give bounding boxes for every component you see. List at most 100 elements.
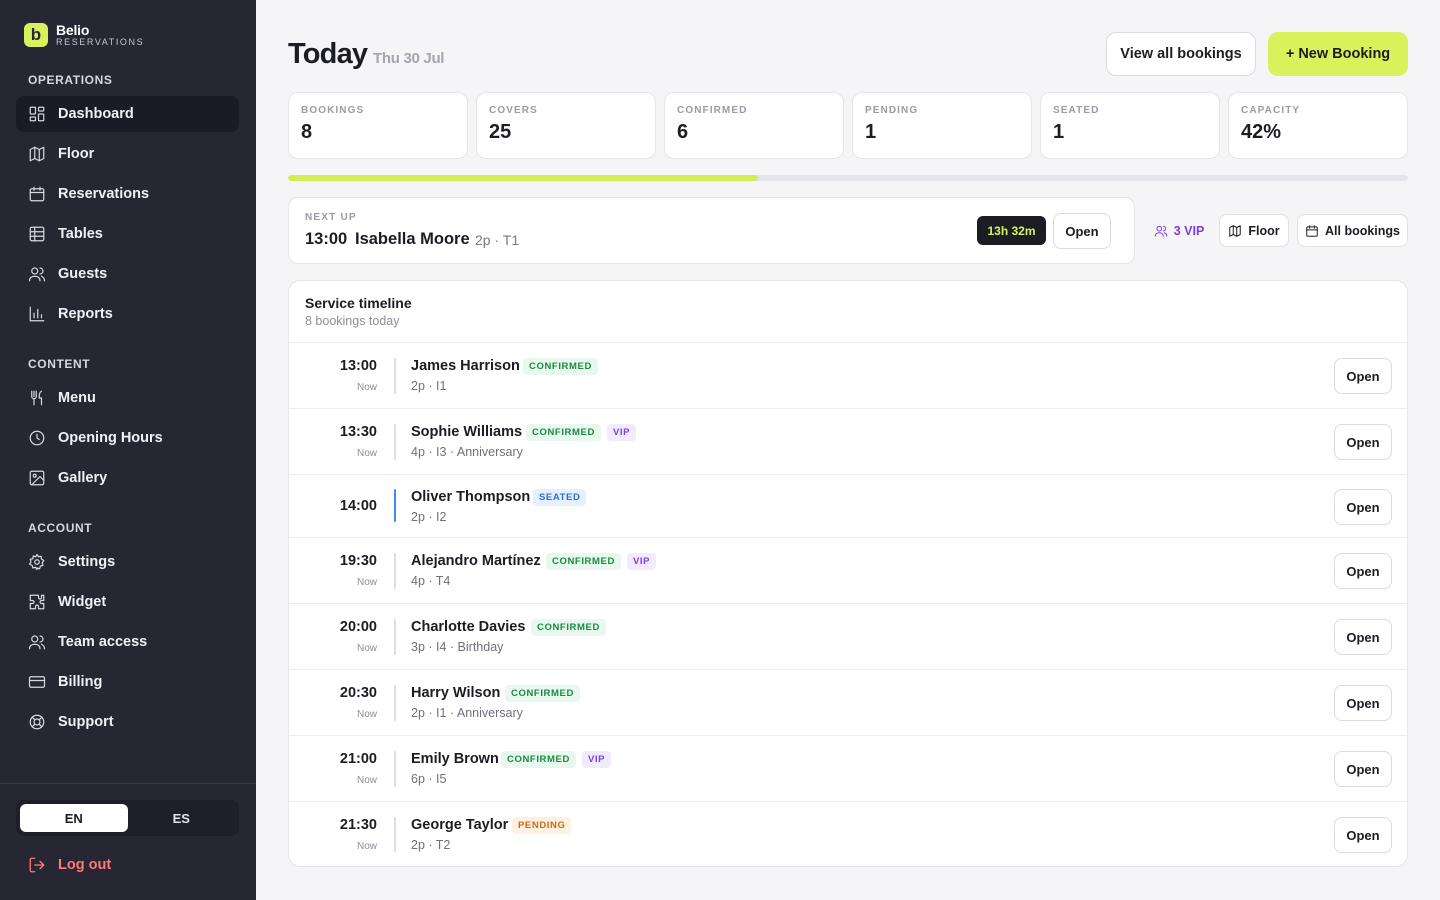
- booking-open-button[interactable]: Open: [1334, 817, 1392, 853]
- timeline-marker: [394, 358, 396, 394]
- floor-link-chip[interactable]: Floor: [1219, 214, 1289, 247]
- sidebar-item-label: Support: [58, 714, 114, 730]
- next-up-time: 13:00: [305, 230, 348, 248]
- booking-meta: 2p · I1: [411, 379, 447, 393]
- sidebar-divider: [0, 783, 256, 784]
- booking-row[interactable]: 21:00 Now Emily Brown CONFIRMED VIP 6p · I5 Op…: [289, 736, 1407, 802]
- status-badge: CONFIRMED: [546, 553, 621, 570]
- new-booking-button[interactable]: + New Booking: [1268, 32, 1408, 76]
- status-badge: CONFIRMED: [523, 358, 598, 375]
- status-badge: CONFIRMED: [531, 619, 606, 636]
- sidebar-item-support[interactable]: Support: [16, 704, 239, 740]
- booking-guest-name[interactable]: Emily Brown: [411, 751, 499, 767]
- stat-card-confirmed: CONFIRMED 6: [664, 92, 844, 159]
- puzzle-icon: [28, 593, 46, 611]
- sidebar-item-settings[interactable]: Settings: [16, 544, 239, 580]
- map-icon: [28, 145, 46, 163]
- booking-meta: 4p · I3 · Anniversary: [411, 445, 523, 459]
- booking-guest-name[interactable]: Harry Wilson: [411, 685, 501, 701]
- booking-time: 19:30: [339, 553, 377, 569]
- sidebar-item-label: Floor: [58, 146, 95, 162]
- stat-card-covers: COVERS 25: [476, 92, 656, 159]
- sidebar-item-billing[interactable]: Billing: [16, 664, 239, 700]
- language-en-button[interactable]: EN: [20, 804, 128, 832]
- stat-label: BOOKINGS: [301, 105, 365, 116]
- booking-open-button[interactable]: Open: [1334, 553, 1392, 589]
- all-bookings-chip[interactable]: All bookings: [1297, 214, 1408, 247]
- next-up-meta: 2p · T1: [475, 232, 520, 248]
- logout-button[interactable]: Log out: [28, 856, 111, 874]
- booking-row[interactable]: 21:30 Now George Taylor PENDING 2p · T2 Open: [289, 802, 1407, 866]
- view-all-bookings-button[interactable]: View all bookings: [1106, 32, 1256, 76]
- booking-row[interactable]: 14:00 Oliver Thompson SEATED 2p · I2 Open: [289, 475, 1407, 538]
- booking-time: 20:00: [339, 619, 377, 635]
- next-up-open-button[interactable]: Open: [1053, 213, 1111, 249]
- vip-badge: VIP: [606, 424, 637, 441]
- sidebar-item-menu[interactable]: Menu: [16, 380, 239, 416]
- language-es-button[interactable]: ES: [172, 810, 190, 826]
- booking-guest-name[interactable]: James Harrison: [411, 358, 520, 374]
- sidebar-item-reservations[interactable]: Reservations: [16, 176, 239, 212]
- sidebar-item-label: Reservations: [58, 186, 150, 202]
- booking-guest-name[interactable]: Charlotte Davies: [411, 619, 526, 635]
- booking-time-status: Now: [356, 382, 377, 393]
- sidebar-item-label: Tables: [58, 226, 103, 242]
- sidebar-item-reports[interactable]: Reports: [16, 296, 239, 332]
- dashboard-icon: [28, 105, 46, 123]
- status-badge: PENDING: [512, 817, 572, 834]
- booking-open-button[interactable]: Open: [1334, 358, 1392, 394]
- clock-icon: [28, 429, 46, 447]
- sidebar-item-team-access[interactable]: Team access: [16, 624, 239, 660]
- booking-row[interactable]: 20:30 Now Harry Wilson CONFIRMED 2p · I1 · A…: [289, 670, 1407, 736]
- booking-guest-name[interactable]: Sophie Williams: [411, 424, 523, 440]
- sidebar-item-guests[interactable]: Guests: [16, 256, 239, 292]
- booking-meta: 2p · I2: [411, 510, 447, 524]
- booking-open-button[interactable]: Open: [1334, 685, 1392, 721]
- booking-open-button[interactable]: Open: [1334, 424, 1392, 460]
- nav-section-operations: OPERATIONS: [28, 73, 113, 87]
- brand-logo: b: [24, 23, 48, 47]
- vip-chip-label: 3 VIP: [1173, 223, 1205, 238]
- image-icon: [28, 469, 46, 487]
- sidebar-item-gallery[interactable]: Gallery: [16, 460, 239, 496]
- booking-open-button[interactable]: Open: [1334, 751, 1392, 787]
- stat-label: CONFIRMED: [677, 105, 748, 116]
- brand[interactable]: b Belio RESERVATIONS: [24, 23, 144, 47]
- sidebar-item-widget[interactable]: Widget: [16, 584, 239, 620]
- sidebar: b Belio RESERVATIONS OPERATIONS Dashboar…: [0, 0, 256, 900]
- sidebar-item-label: Billing: [58, 674, 103, 690]
- timeline-marker: [394, 817, 396, 852]
- calendar-icon: [28, 185, 46, 203]
- timeline-marker: [394, 489, 396, 522]
- all-bookings-chip-label: All bookings: [1325, 223, 1400, 238]
- booking-row[interactable]: 13:00 Now James Harrison CONFIRMED 2p · I1 Op…: [289, 343, 1407, 409]
- page-date: Thu 30 Jul: [373, 50, 445, 67]
- sidebar-item-opening-hours[interactable]: Opening Hours: [16, 420, 239, 456]
- booking-time-status: Now: [356, 448, 377, 459]
- vip-filter-chip[interactable]: 3 VIP: [1148, 214, 1210, 247]
- users-icon: [28, 265, 46, 283]
- sidebar-item-floor[interactable]: Floor: [16, 136, 239, 172]
- stat-card-capacity: CAPACITY 42%: [1228, 92, 1408, 159]
- booking-guest-name[interactable]: Alejandro Martínez: [411, 553, 541, 569]
- booking-row[interactable]: 20:00 Now Charlotte Davies CONFIRMED 3p · I4…: [289, 604, 1407, 670]
- booking-time: 13:30: [339, 424, 377, 440]
- timeline-marker: [394, 424, 396, 460]
- map-icon: [1229, 224, 1242, 237]
- table-icon: [28, 225, 46, 243]
- booking-row[interactable]: 13:30 Now Sophie Williams CONFIRMED VIP 4p · …: [289, 409, 1407, 475]
- booking-open-button[interactable]: Open: [1334, 489, 1392, 525]
- booking-open-button[interactable]: Open: [1334, 619, 1392, 655]
- timeline-marker: [394, 553, 396, 589]
- sidebar-item-label: Opening Hours: [58, 430, 163, 446]
- booking-guest-name[interactable]: George Taylor: [411, 817, 509, 833]
- bar-chart-icon: [28, 305, 46, 323]
- booking-time-status: Now: [356, 841, 377, 852]
- sidebar-item-tables[interactable]: Tables: [16, 216, 239, 252]
- booking-row[interactable]: 19:30 Now Alejandro Martínez CONFIRMED VIP 4p…: [289, 538, 1407, 604]
- timeline-title: Service timeline: [305, 295, 412, 311]
- brand-subtitle: RESERVATIONS: [56, 37, 145, 47]
- sidebar-item-dashboard[interactable]: Dashboard: [16, 96, 239, 132]
- booking-guest-name[interactable]: Oliver Thompson: [411, 489, 531, 505]
- stat-card-pending: PENDING 1: [852, 92, 1032, 159]
